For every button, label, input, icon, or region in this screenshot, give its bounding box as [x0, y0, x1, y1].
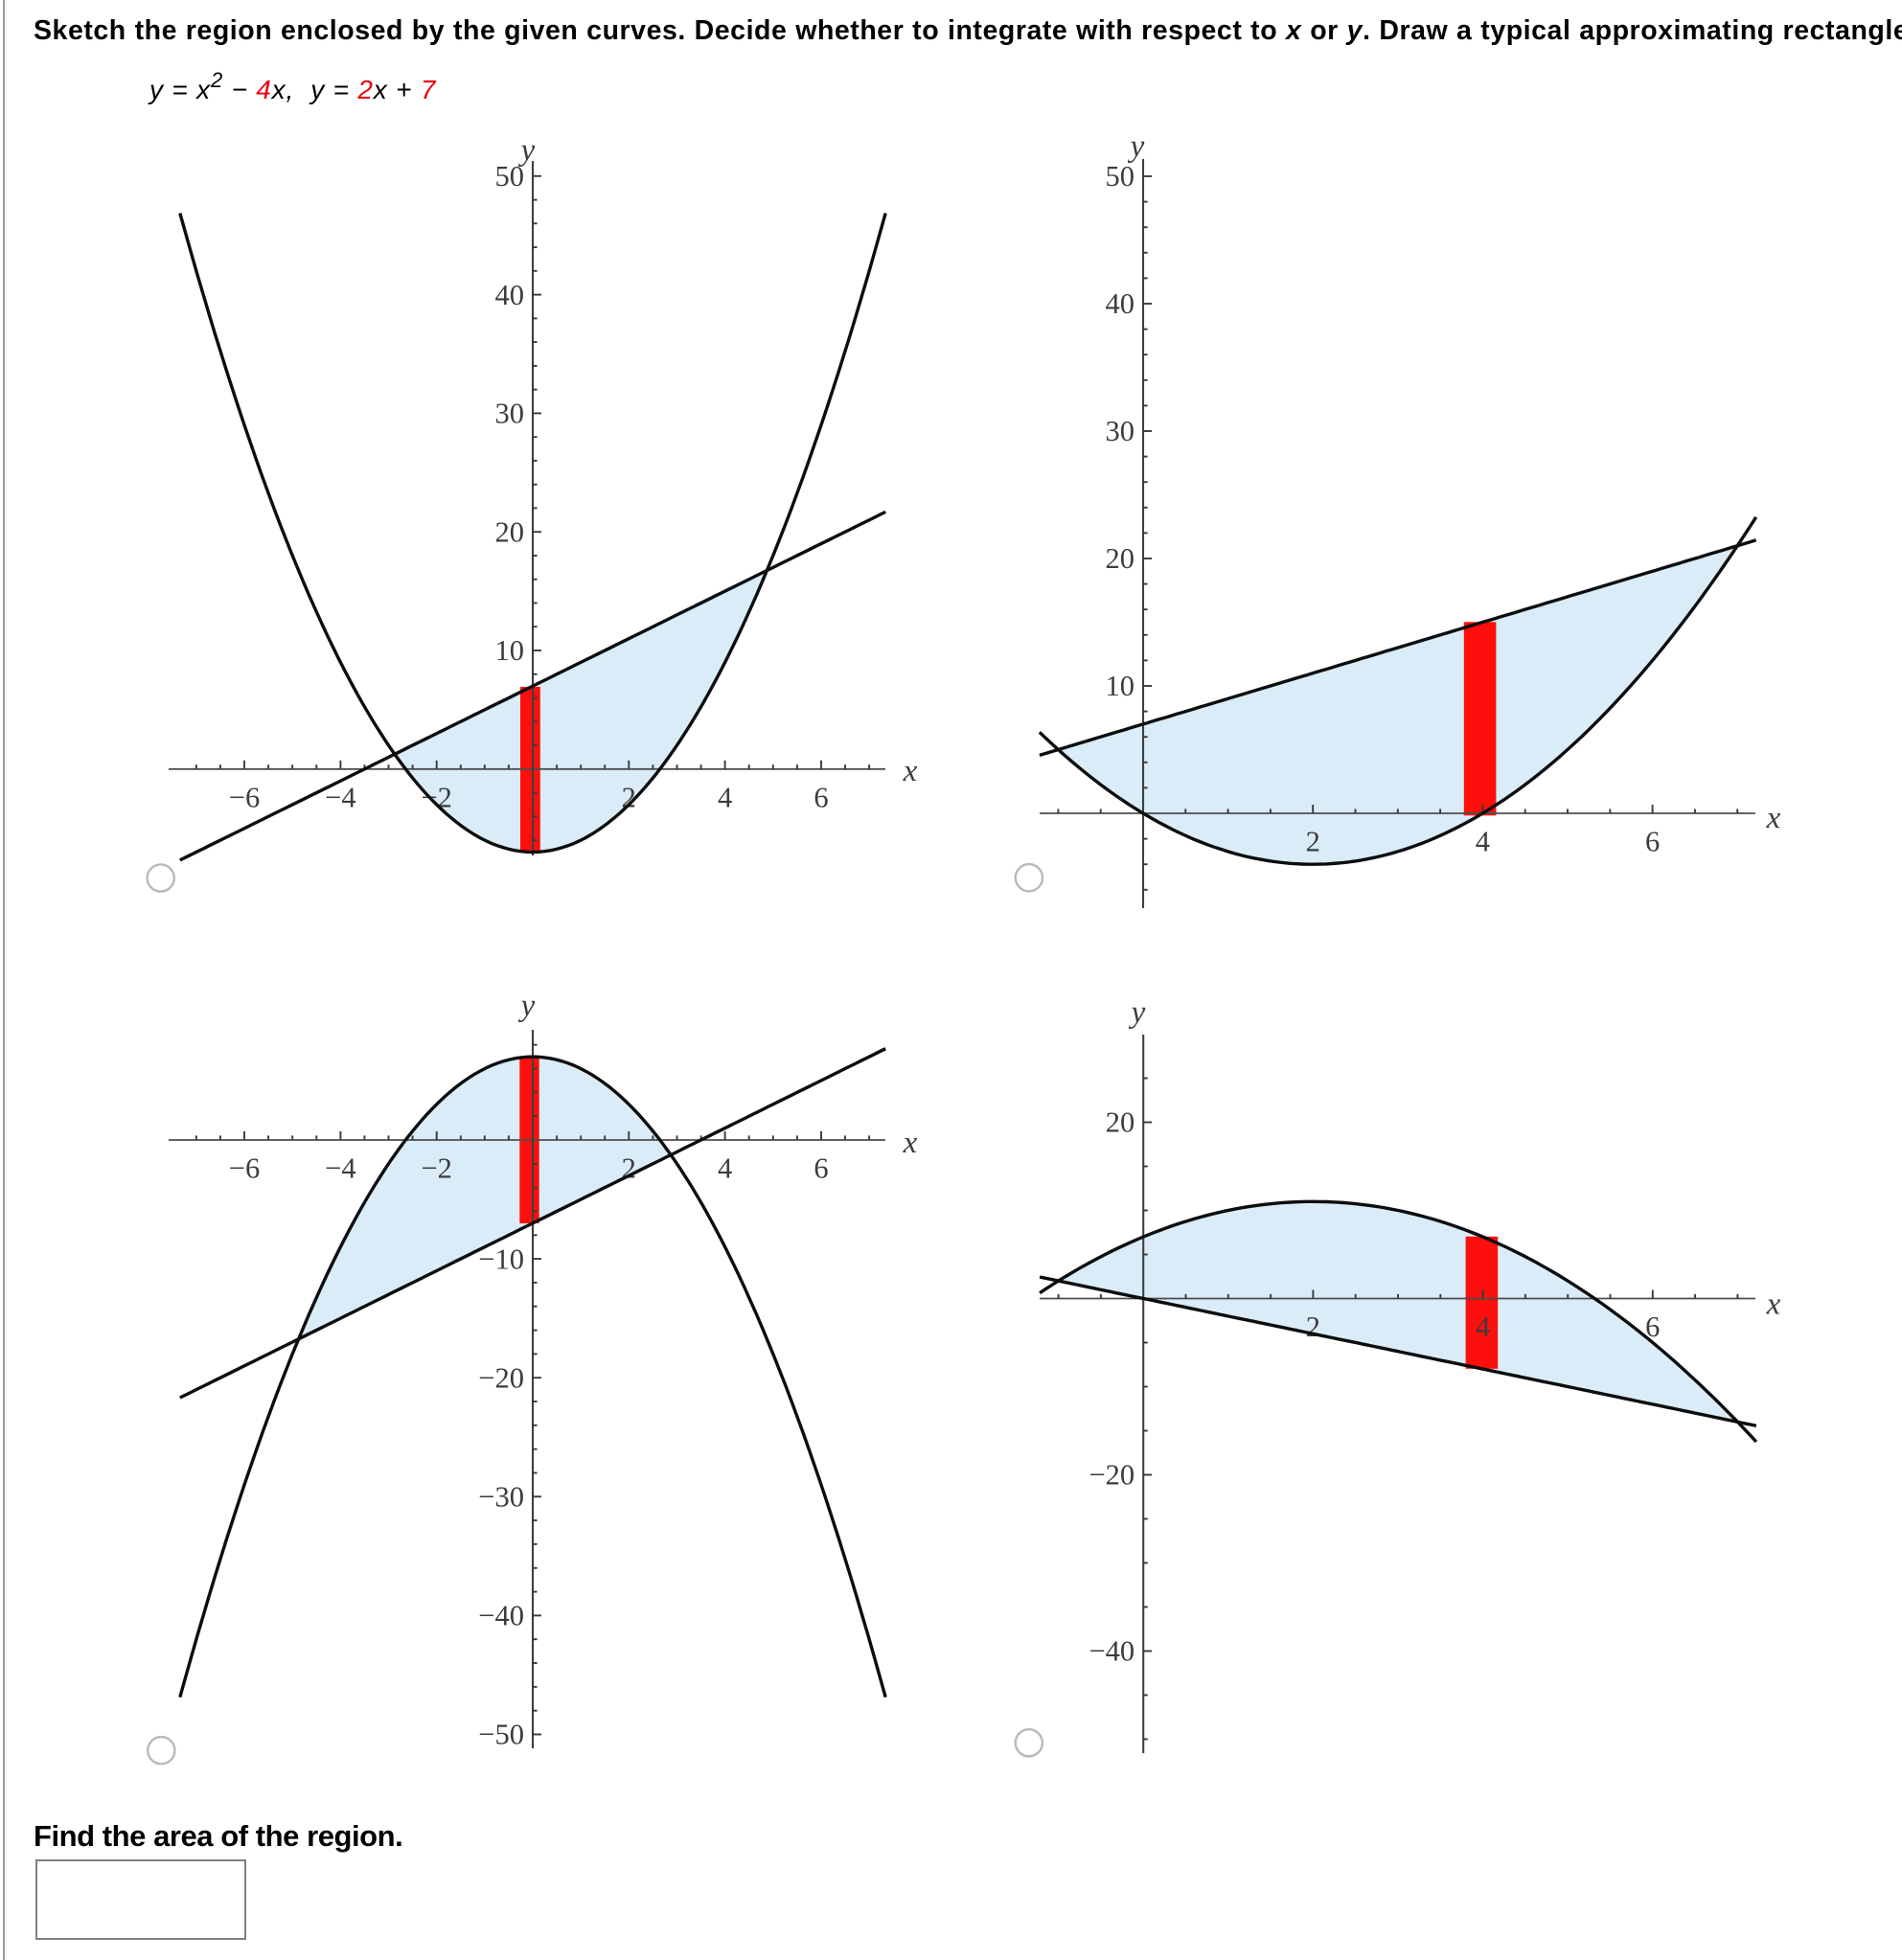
svg-text:20: 20	[1106, 1106, 1135, 1139]
svg-text:10: 10	[1106, 670, 1135, 702]
svg-text:2: 2	[622, 781, 636, 813]
svg-text:y: y	[518, 989, 536, 1023]
svg-text:4: 4	[718, 781, 732, 813]
svg-text:20: 20	[495, 515, 525, 548]
svg-text:−2: −2	[421, 1152, 451, 1185]
svg-text:30: 30	[495, 398, 525, 430]
svg-text:−20: −20	[1088, 1459, 1134, 1492]
svg-text:−4: −4	[325, 1152, 355, 1185]
svg-text:30: 30	[1106, 415, 1135, 447]
svg-text:10: 10	[495, 634, 525, 667]
svg-text:50: 50	[495, 160, 525, 193]
svg-text:x: x	[903, 754, 918, 788]
svg-text:20: 20	[1106, 542, 1135, 575]
svg-text:2: 2	[1306, 1310, 1320, 1343]
svg-text:−20: −20	[478, 1361, 524, 1394]
svg-text:6: 6	[814, 1152, 828, 1185]
svg-text:y: y	[1128, 129, 1145, 164]
svg-text:x: x	[1766, 1288, 1781, 1322]
svg-text:4: 4	[1476, 1310, 1490, 1343]
svg-text:−6: −6	[229, 781, 260, 813]
svg-text:4: 4	[718, 1152, 732, 1185]
svg-text:x: x	[903, 1126, 918, 1160]
svg-text:6: 6	[1645, 1310, 1660, 1343]
svg-text:−50: −50	[478, 1719, 524, 1751]
svg-text:y: y	[1129, 995, 1146, 1030]
svg-text:−30: −30	[478, 1481, 524, 1514]
svg-text:−40: −40	[1088, 1635, 1134, 1668]
svg-text:40: 40	[1106, 287, 1135, 320]
svg-text:2: 2	[1306, 826, 1320, 858]
svg-text:40: 40	[495, 279, 525, 311]
svg-text:4: 4	[1476, 826, 1490, 858]
svg-text:6: 6	[1645, 826, 1660, 858]
svg-text:−2: −2	[421, 781, 451, 813]
svg-text:50: 50	[1106, 160, 1135, 193]
svg-text:y: y	[518, 133, 536, 168]
svg-text:x: x	[1766, 801, 1781, 835]
svg-text:−10: −10	[478, 1242, 524, 1275]
svg-text:6: 6	[814, 781, 828, 813]
svg-text:−40: −40	[478, 1600, 524, 1632]
svg-text:−6: −6	[229, 1152, 260, 1185]
